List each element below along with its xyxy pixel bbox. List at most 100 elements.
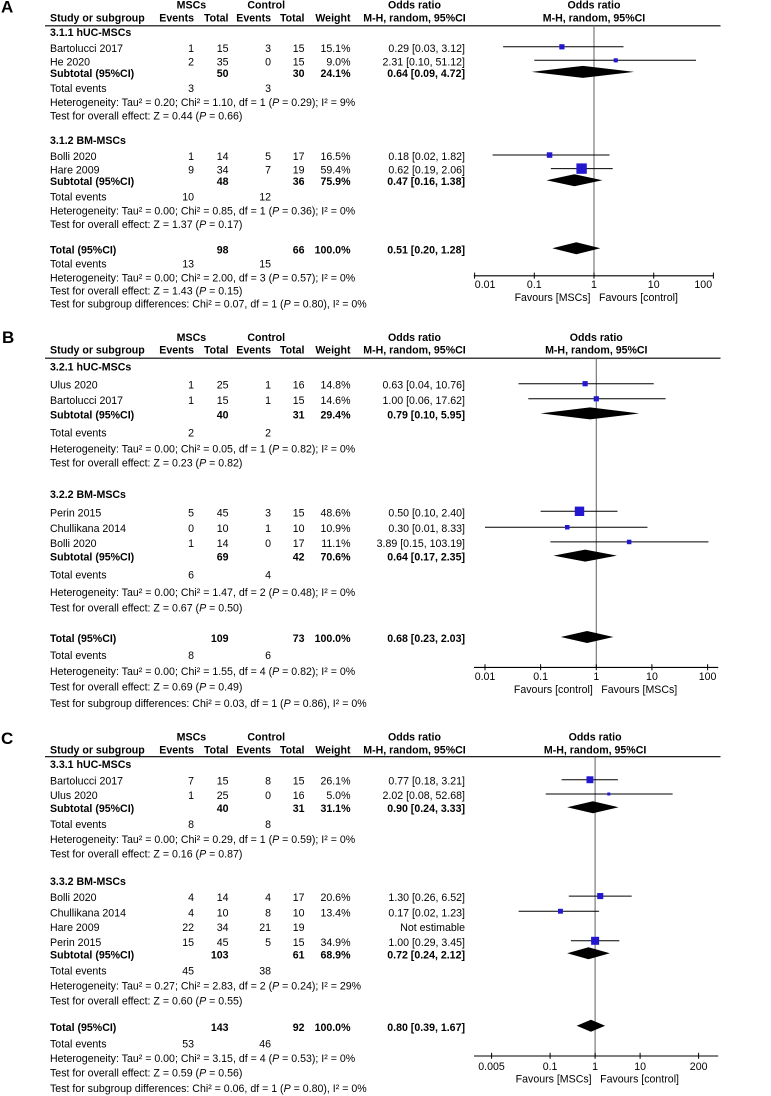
svg-text:M-H, random, 95%CI: M-H, random, 95%CI	[363, 12, 465, 24]
svg-text:Total events: Total events	[50, 428, 107, 440]
svg-text:69: 69	[217, 552, 229, 564]
svg-text:Events: Events	[236, 744, 271, 756]
svg-text:Total events: Total events	[50, 966, 107, 978]
svg-text:109: 109	[211, 633, 229, 645]
svg-text:Test for overall effect: Z = 1: Test for overall effect: Z = 1.43 (P = 0…	[50, 285, 242, 297]
svg-text:Control: Control	[247, 732, 285, 744]
svg-text:Test for overall effect: Z = 0: Test for overall effect: Z = 0.16 (P = 0…	[50, 848, 242, 860]
svg-text:1.00 [0.06, 17.62]: 1.00 [0.06, 17.62]	[383, 395, 466, 407]
svg-text:Chullikana 2014: Chullikana 2014	[50, 907, 126, 919]
svg-text:Total: Total	[204, 744, 229, 756]
svg-text:0.17 [0.02, 1.23]: 0.17 [0.02, 1.23]	[388, 907, 465, 919]
svg-text:Events: Events	[159, 744, 194, 756]
svg-text:0: 0	[265, 56, 271, 68]
svg-text:Total: Total	[280, 744, 305, 756]
svg-text:1: 1	[593, 671, 599, 683]
svg-text:Total (95%CI): Total (95%CI)	[50, 1022, 116, 1034]
svg-text:15: 15	[293, 56, 305, 68]
svg-text:1: 1	[188, 790, 194, 802]
svg-text:34: 34	[217, 165, 229, 177]
svg-text:Events: Events	[236, 345, 271, 357]
svg-text:25: 25	[217, 380, 229, 392]
svg-text:MSCs: MSCs	[177, 732, 207, 744]
svg-text:7: 7	[188, 776, 194, 788]
svg-text:0.50 [0.10, 2.40]: 0.50 [0.10, 2.40]	[388, 507, 465, 519]
svg-text:Total (95%CI): Total (95%CI)	[50, 633, 116, 645]
svg-text:8: 8	[188, 650, 194, 662]
svg-text:100: 100	[694, 279, 712, 291]
svg-text:0.01: 0.01	[475, 279, 496, 291]
svg-text:Heterogeneity: Tau² = 0.00; Ch: Heterogeneity: Tau² = 0.00; Chi² = 0.29,…	[50, 834, 356, 846]
svg-text:0.29 [0.03, 3.12]: 0.29 [0.03, 3.12]	[388, 43, 465, 55]
svg-text:MSCs: MSCs	[177, 332, 207, 344]
svg-text:31: 31	[293, 409, 305, 421]
svg-text:14: 14	[217, 151, 229, 163]
svg-text:Hare 2009: Hare 2009	[50, 165, 100, 177]
svg-text:7: 7	[265, 165, 271, 177]
svg-text:10: 10	[182, 192, 194, 204]
svg-text:He 2020: He 2020	[50, 56, 90, 68]
svg-text:15: 15	[293, 776, 305, 788]
svg-text:10: 10	[634, 1061, 646, 1073]
svg-text:M-H, random, 95%CI: M-H, random, 95%CI	[363, 345, 465, 357]
svg-text:17: 17	[293, 151, 305, 163]
svg-text:21: 21	[259, 922, 271, 934]
svg-text:9.0%: 9.0%	[326, 56, 351, 68]
svg-text:3.2.1 hUC-MSCs: 3.2.1 hUC-MSCs	[50, 362, 131, 374]
svg-text:19: 19	[293, 922, 305, 934]
svg-text:50: 50	[217, 68, 229, 80]
svg-text:Favours [MSCs]: Favours [MSCs]	[515, 292, 591, 304]
svg-text:Study or subgroup: Study or subgroup	[50, 12, 145, 24]
svg-text:48: 48	[217, 176, 229, 188]
svg-text:10.9%: 10.9%	[320, 523, 351, 535]
svg-text:5.0%: 5.0%	[326, 790, 351, 802]
svg-text:MSCs: MSCs	[177, 0, 207, 12]
svg-text:Heterogeneity: Tau² = 0.27; Ch: Heterogeneity: Tau² = 0.27; Chi² = 2.83,…	[50, 981, 362, 993]
svg-text:Test for overall effect: Z = 0: Test for overall effect: Z = 0.44 (P = 0…	[50, 111, 242, 123]
svg-text:Hare 2009: Hare 2009	[50, 922, 100, 934]
svg-text:Test for subgroup differences:: Test for subgroup differences: Chi² = 0.…	[50, 298, 367, 310]
svg-text:3.89 [0.15, 103.19]: 3.89 [0.15, 103.19]	[377, 538, 465, 550]
svg-text:Total events: Total events	[50, 1038, 107, 1050]
svg-text:Heterogeneity: Tau² = 0.00; Ch: Heterogeneity: Tau² = 0.00; Chi² = 1.55,…	[50, 666, 356, 678]
svg-text:100.0%: 100.0%	[315, 244, 352, 256]
svg-text:13.4%: 13.4%	[320, 907, 351, 919]
svg-text:31.1%: 31.1%	[320, 803, 351, 815]
svg-text:10: 10	[293, 523, 305, 535]
svg-text:75.9%: 75.9%	[320, 176, 351, 188]
svg-text:Odds ratio: Odds ratio	[569, 732, 623, 744]
svg-text:Heterogeneity: Tau² = 0.00; Ch: Heterogeneity: Tau² = 0.00; Chi² = 2.00,…	[50, 272, 356, 284]
svg-text:Favours [control]: Favours [control]	[600, 1074, 679, 1086]
svg-text:6: 6	[188, 569, 194, 581]
svg-text:Odds ratio: Odds ratio	[388, 0, 442, 12]
svg-text:100.0%: 100.0%	[315, 1022, 352, 1034]
svg-text:0.1: 0.1	[527, 279, 542, 291]
svg-text:Bolli 2020: Bolli 2020	[50, 892, 97, 904]
svg-text:2: 2	[265, 428, 271, 440]
svg-text:Weight: Weight	[315, 12, 351, 24]
svg-text:Events: Events	[236, 12, 271, 24]
svg-text:10: 10	[217, 523, 229, 535]
svg-text:42: 42	[293, 552, 305, 564]
svg-text:Subtotal (95%CI): Subtotal (95%CI)	[50, 176, 134, 188]
svg-text:59.4%: 59.4%	[320, 165, 351, 177]
svg-text:70.6%: 70.6%	[320, 552, 351, 564]
svg-text:Bolli 2020: Bolli 2020	[50, 538, 97, 550]
svg-text:0.90 [0.24, 3.33]: 0.90 [0.24, 3.33]	[387, 803, 465, 815]
svg-text:46: 46	[259, 1038, 271, 1050]
svg-text:15: 15	[293, 937, 305, 949]
svg-text:0.68 [0.23, 2.03]: 0.68 [0.23, 2.03]	[387, 633, 465, 645]
svg-text:48.6%: 48.6%	[320, 507, 351, 519]
svg-text:3: 3	[265, 83, 271, 95]
svg-text:Subtotal (95%CI): Subtotal (95%CI)	[50, 803, 134, 815]
svg-text:24.1%: 24.1%	[320, 68, 351, 80]
svg-text:45: 45	[217, 937, 229, 949]
svg-text:Ulus 2020: Ulus 2020	[50, 380, 98, 392]
svg-text:3: 3	[188, 83, 194, 95]
svg-text:Total events: Total events	[50, 83, 107, 95]
svg-text:30: 30	[293, 68, 305, 80]
svg-text:Favours [control]: Favours [control]	[514, 684, 593, 696]
svg-text:92: 92	[293, 1022, 305, 1034]
svg-text:C: C	[1, 729, 13, 748]
svg-text:1: 1	[592, 1061, 598, 1073]
